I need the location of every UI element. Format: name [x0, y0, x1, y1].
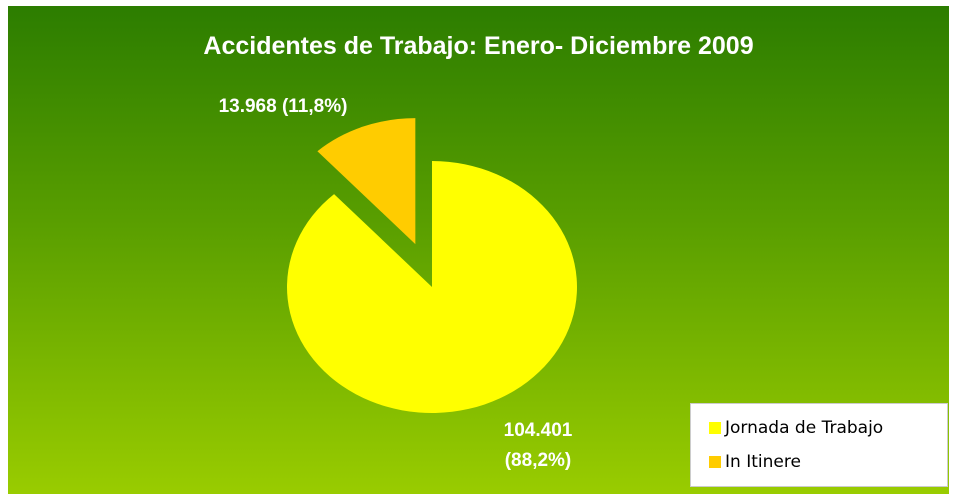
- pie: [287, 118, 578, 413]
- slice-label: 104.401 (88,2%): [503, 420, 573, 471]
- chart-title: Accidentes de Trabajo: Enero- Diciembre …: [203, 32, 754, 60]
- pie-slice: [287, 161, 578, 413]
- legend-swatch: [709, 456, 721, 468]
- legend-label: Jornada de Trabajo: [725, 418, 884, 438]
- legend: Jornada de Trabajo In Itinere: [690, 403, 948, 487]
- slice-label: 13.968 (11,8%): [218, 96, 348, 117]
- pie-slice: [317, 118, 416, 245]
- legend-label: In Itinere: [725, 452, 801, 472]
- chart-area: Accidentes de Trabajo: Enero- Diciembre …: [8, 6, 949, 494]
- legend-swatch: [709, 422, 721, 434]
